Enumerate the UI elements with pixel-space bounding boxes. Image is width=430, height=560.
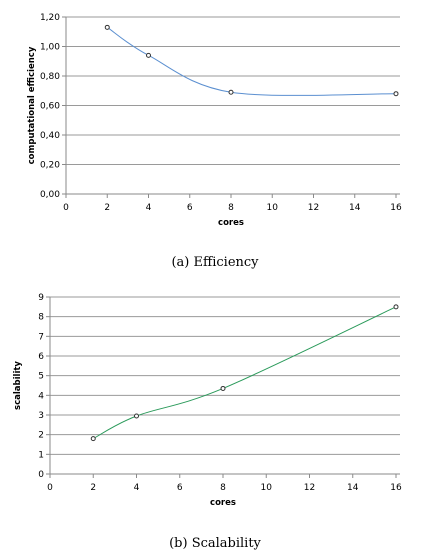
efficiency-chart: 0,00 0,20 0,40 0,60 0,80 1,00 1,20 0 2 4 6 8 10 12 14 1… [27,13,402,228]
scalability-x-axis-title: cores [210,498,236,508]
scalability-series-line [93,306,397,440]
scalability-y-tick-label: 5 [38,372,44,382]
scalability-data-point [90,436,96,442]
scalability-y-tick-label: 9 [38,293,44,303]
scalability-y-axis-title: scalability [13,361,23,410]
efficiency-x-tick-label: 2 [104,203,110,213]
efficiency-data-point [146,52,151,58]
scalability-y-tick-label: 7 [38,332,44,342]
efficiency-x-tick-label: 16 [390,203,402,213]
scalability-y-tick-label: 2 [38,431,44,441]
scalability-y-tick-label: 1 [38,450,44,460]
efficiency-y-tick-label: 1,00 [40,43,60,53]
efficiency-data-point [104,24,110,30]
efficiency-y-tick-label: 0,00 [40,190,60,200]
efficiency-series-line [106,26,397,96]
scalability-y-tick-label: 8 [38,313,44,323]
scalability-x-tick-label: 4 [134,483,140,493]
efficiency-y-tick-label: 0,20 [40,161,60,171]
scalability-y-tick-label: 4 [38,391,44,401]
efficiency-x-tick-label: 10 [267,203,279,213]
scalability-y-tick-label: 3 [38,411,44,421]
efficiency-x-tick-label: 8 [228,203,234,213]
efficiency-y-tick-label: 1,20 [40,13,60,23]
efficiency-x-axis-title: cores [218,218,244,228]
scalability-x-tick-label: 8 [220,483,226,493]
efficiency-y-tick-label: 0,60 [40,102,60,112]
scalability-y-tick-label: 0 [38,470,44,480]
scalability-x-tick-label: 14 [347,483,359,493]
scalability-data-point [134,413,139,419]
efficiency-y-tick-label: 0,80 [40,72,60,82]
scalability-y-tick-label: 6 [38,352,44,362]
scalability-x-tick-label: 12 [304,483,315,493]
scalability-x-tick-label: 16 [390,483,402,493]
efficiency-x-tick-label: 14 [349,203,361,213]
efficiency-y-axis-title: computational efficiency [27,46,37,164]
efficiency-data-point [228,89,234,95]
scalability-x-tick-label: 0 [47,483,53,493]
scalability-x-tick-label: 6 [177,483,183,493]
efficiency-x-tick-label: 12 [308,203,319,213]
scalability-caption: (b) Scalability [169,536,261,551]
efficiency-x-tick-label: 0 [63,203,69,213]
efficiency-x-tick-label: 6 [187,203,193,213]
efficiency-y-tick-label: 0,40 [40,131,60,141]
scalability-data-point [393,304,399,310]
efficiency-data-point [393,91,399,97]
efficiency-caption: (a) Efficiency [171,255,259,270]
scalability-x-tick-label: 10 [261,483,273,493]
efficiency-x-tick-label: 4 [146,203,152,213]
scalability-data-point [220,385,226,391]
scalability-x-tick-label: 2 [90,483,96,493]
